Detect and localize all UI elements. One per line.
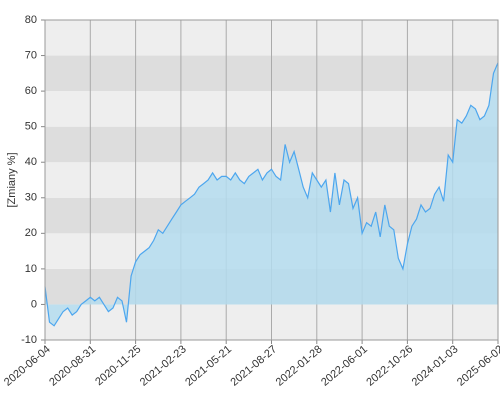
x-tick-label: 2021-02-23 <box>138 343 189 388</box>
y-tick-label: 70 <box>25 49 37 61</box>
y-tick-label: 10 <box>25 263 37 275</box>
y-tick-label: 50 <box>25 121 37 133</box>
x-tick-label: 2020-06-04 <box>2 343 53 388</box>
area <box>45 62 498 326</box>
x-tick-label: 2021-05-21 <box>183 343 234 388</box>
y-axis-label: [Zmiany %] <box>6 152 18 207</box>
y-tick-label: 80 <box>25 14 37 26</box>
line <box>44 62 499 327</box>
y-tick-label: 60 <box>25 85 37 97</box>
y-tick-label: 0 <box>31 298 37 310</box>
y-tick-label: -10 <box>21 334 37 346</box>
x-tick-label: 2022-10-26 <box>364 343 415 388</box>
x-tick-label: 2020-08-31 <box>47 343 98 388</box>
y-tick-label: 30 <box>25 192 37 204</box>
x-tick-label: 2025-06-02 <box>455 343 500 388</box>
x-tick-label: 2020-11-25 <box>93 343 143 388</box>
x-tick-label: 2022-01-28 <box>274 343 325 388</box>
y-tick-label: 20 <box>25 227 37 239</box>
x-tick-label: 2024-01-03 <box>410 343 461 388</box>
x-tick-label: 2021-08-27 <box>228 343 279 388</box>
plot-border <box>44 19 499 341</box>
y-tick-label: 40 <box>25 156 37 168</box>
x-tick-label: 2022-06-01 <box>319 343 370 388</box>
